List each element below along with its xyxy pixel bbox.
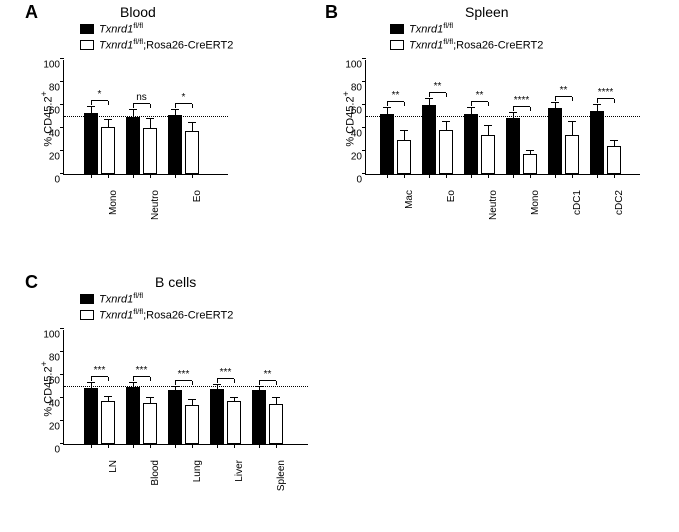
panel-label-A: A	[25, 2, 38, 23]
bar-B-s1-3	[506, 118, 520, 174]
bar-B-s2-4	[565, 135, 579, 174]
bar-A-s2-0	[101, 127, 115, 174]
bar-C-s1-3	[210, 389, 224, 444]
x-label-C-3: Liver	[234, 452, 245, 482]
y-axis-label-C: % CD45.2+	[39, 361, 55, 417]
bar-C-s1-2	[168, 390, 182, 444]
sig-C-2: ***	[178, 369, 190, 380]
sig-A-2: *	[182, 92, 186, 103]
bar-B-s1-4	[548, 108, 562, 174]
bar-A-s1-2	[168, 115, 182, 174]
bar-C-s2-2	[185, 405, 199, 444]
bar-C-s2-1	[143, 403, 157, 444]
x-label-B-4: cDC1	[572, 182, 583, 215]
sig-A-1: ns	[136, 92, 147, 103]
bar-B-s2-5	[607, 146, 621, 174]
x-label-A-0: Mono	[108, 182, 119, 215]
y-axis-label-B: % CD45.2+	[341, 91, 357, 147]
sig-B-4: **	[560, 85, 568, 96]
bar-C-s1-4	[252, 390, 266, 444]
bar-A-s2-1	[143, 128, 157, 174]
x-label-B-0: Mac	[404, 182, 415, 209]
bar-B-s1-2	[464, 114, 478, 174]
x-label-C-0: LN	[108, 452, 119, 473]
chart-title-A: Blood	[120, 4, 156, 20]
legend-B: Txnrd1fl/flTxnrd1fl/fl;Rosa26-CreERT2	[390, 22, 543, 54]
bar-C-s2-3	[227, 401, 241, 444]
bar-B-s2-0	[397, 140, 411, 175]
chart-area-A: 020406080100Mono*NeutronsEo*	[63, 60, 228, 175]
y-axis-label-A: % CD45.2+	[39, 91, 55, 147]
sig-B-0: **	[392, 90, 400, 101]
bar-C-s1-1	[126, 387, 140, 445]
panel-label-C: C	[25, 272, 38, 293]
sig-C-0: ***	[94, 365, 106, 376]
ref-line-C	[64, 386, 308, 387]
bar-A-s2-2	[185, 131, 199, 174]
chart-area-C: 020406080100LN***Blood***Lung***Liver***…	[63, 330, 308, 445]
x-label-C-2: Lung	[192, 452, 203, 482]
x-label-A-2: Eo	[192, 182, 203, 202]
legend-A: Txnrd1fl/flTxnrd1fl/fl;Rosa26-CreERT2	[80, 22, 233, 54]
bar-B-s1-1	[422, 105, 436, 174]
x-label-B-2: Neutro	[488, 182, 499, 220]
chart-area-B: 020406080100Mac**Eo**Neutro**Mono****cDC…	[365, 60, 640, 175]
sig-A-0: *	[98, 89, 102, 100]
x-label-A-1: Neutro	[150, 182, 161, 220]
bar-C-s2-0	[101, 401, 115, 444]
bar-B-s2-3	[523, 154, 537, 174]
sig-B-3: ****	[514, 95, 530, 106]
x-label-B-1: Eo	[446, 182, 457, 202]
legend-C: Txnrd1fl/flTxnrd1fl/fl;Rosa26-CreERT2	[80, 292, 233, 324]
bar-A-s1-0	[84, 113, 98, 174]
chart-title-B: Spleen	[465, 4, 509, 20]
bar-B-s1-0	[380, 114, 394, 174]
bar-B-s2-1	[439, 130, 453, 174]
chart-title-C: B cells	[155, 274, 196, 290]
sig-B-2: **	[476, 90, 484, 101]
sig-B-1: **	[434, 81, 442, 92]
bar-C-s1-0	[84, 388, 98, 444]
sig-C-1: ***	[136, 365, 148, 376]
sig-C-4: **	[264, 369, 272, 380]
bar-A-s1-1	[126, 117, 140, 175]
sig-C-3: ***	[220, 367, 232, 378]
x-label-C-1: Blood	[150, 452, 161, 486]
bar-B-s1-5	[590, 111, 604, 174]
x-label-B-3: Mono	[530, 182, 541, 215]
bar-B-s2-2	[481, 135, 495, 174]
x-label-C-4: Spleen	[276, 452, 287, 491]
bar-C-s2-4	[269, 404, 283, 444]
x-label-B-5: cDC2	[614, 182, 625, 215]
sig-B-5: ****	[598, 87, 614, 98]
panel-label-B: B	[325, 2, 338, 23]
